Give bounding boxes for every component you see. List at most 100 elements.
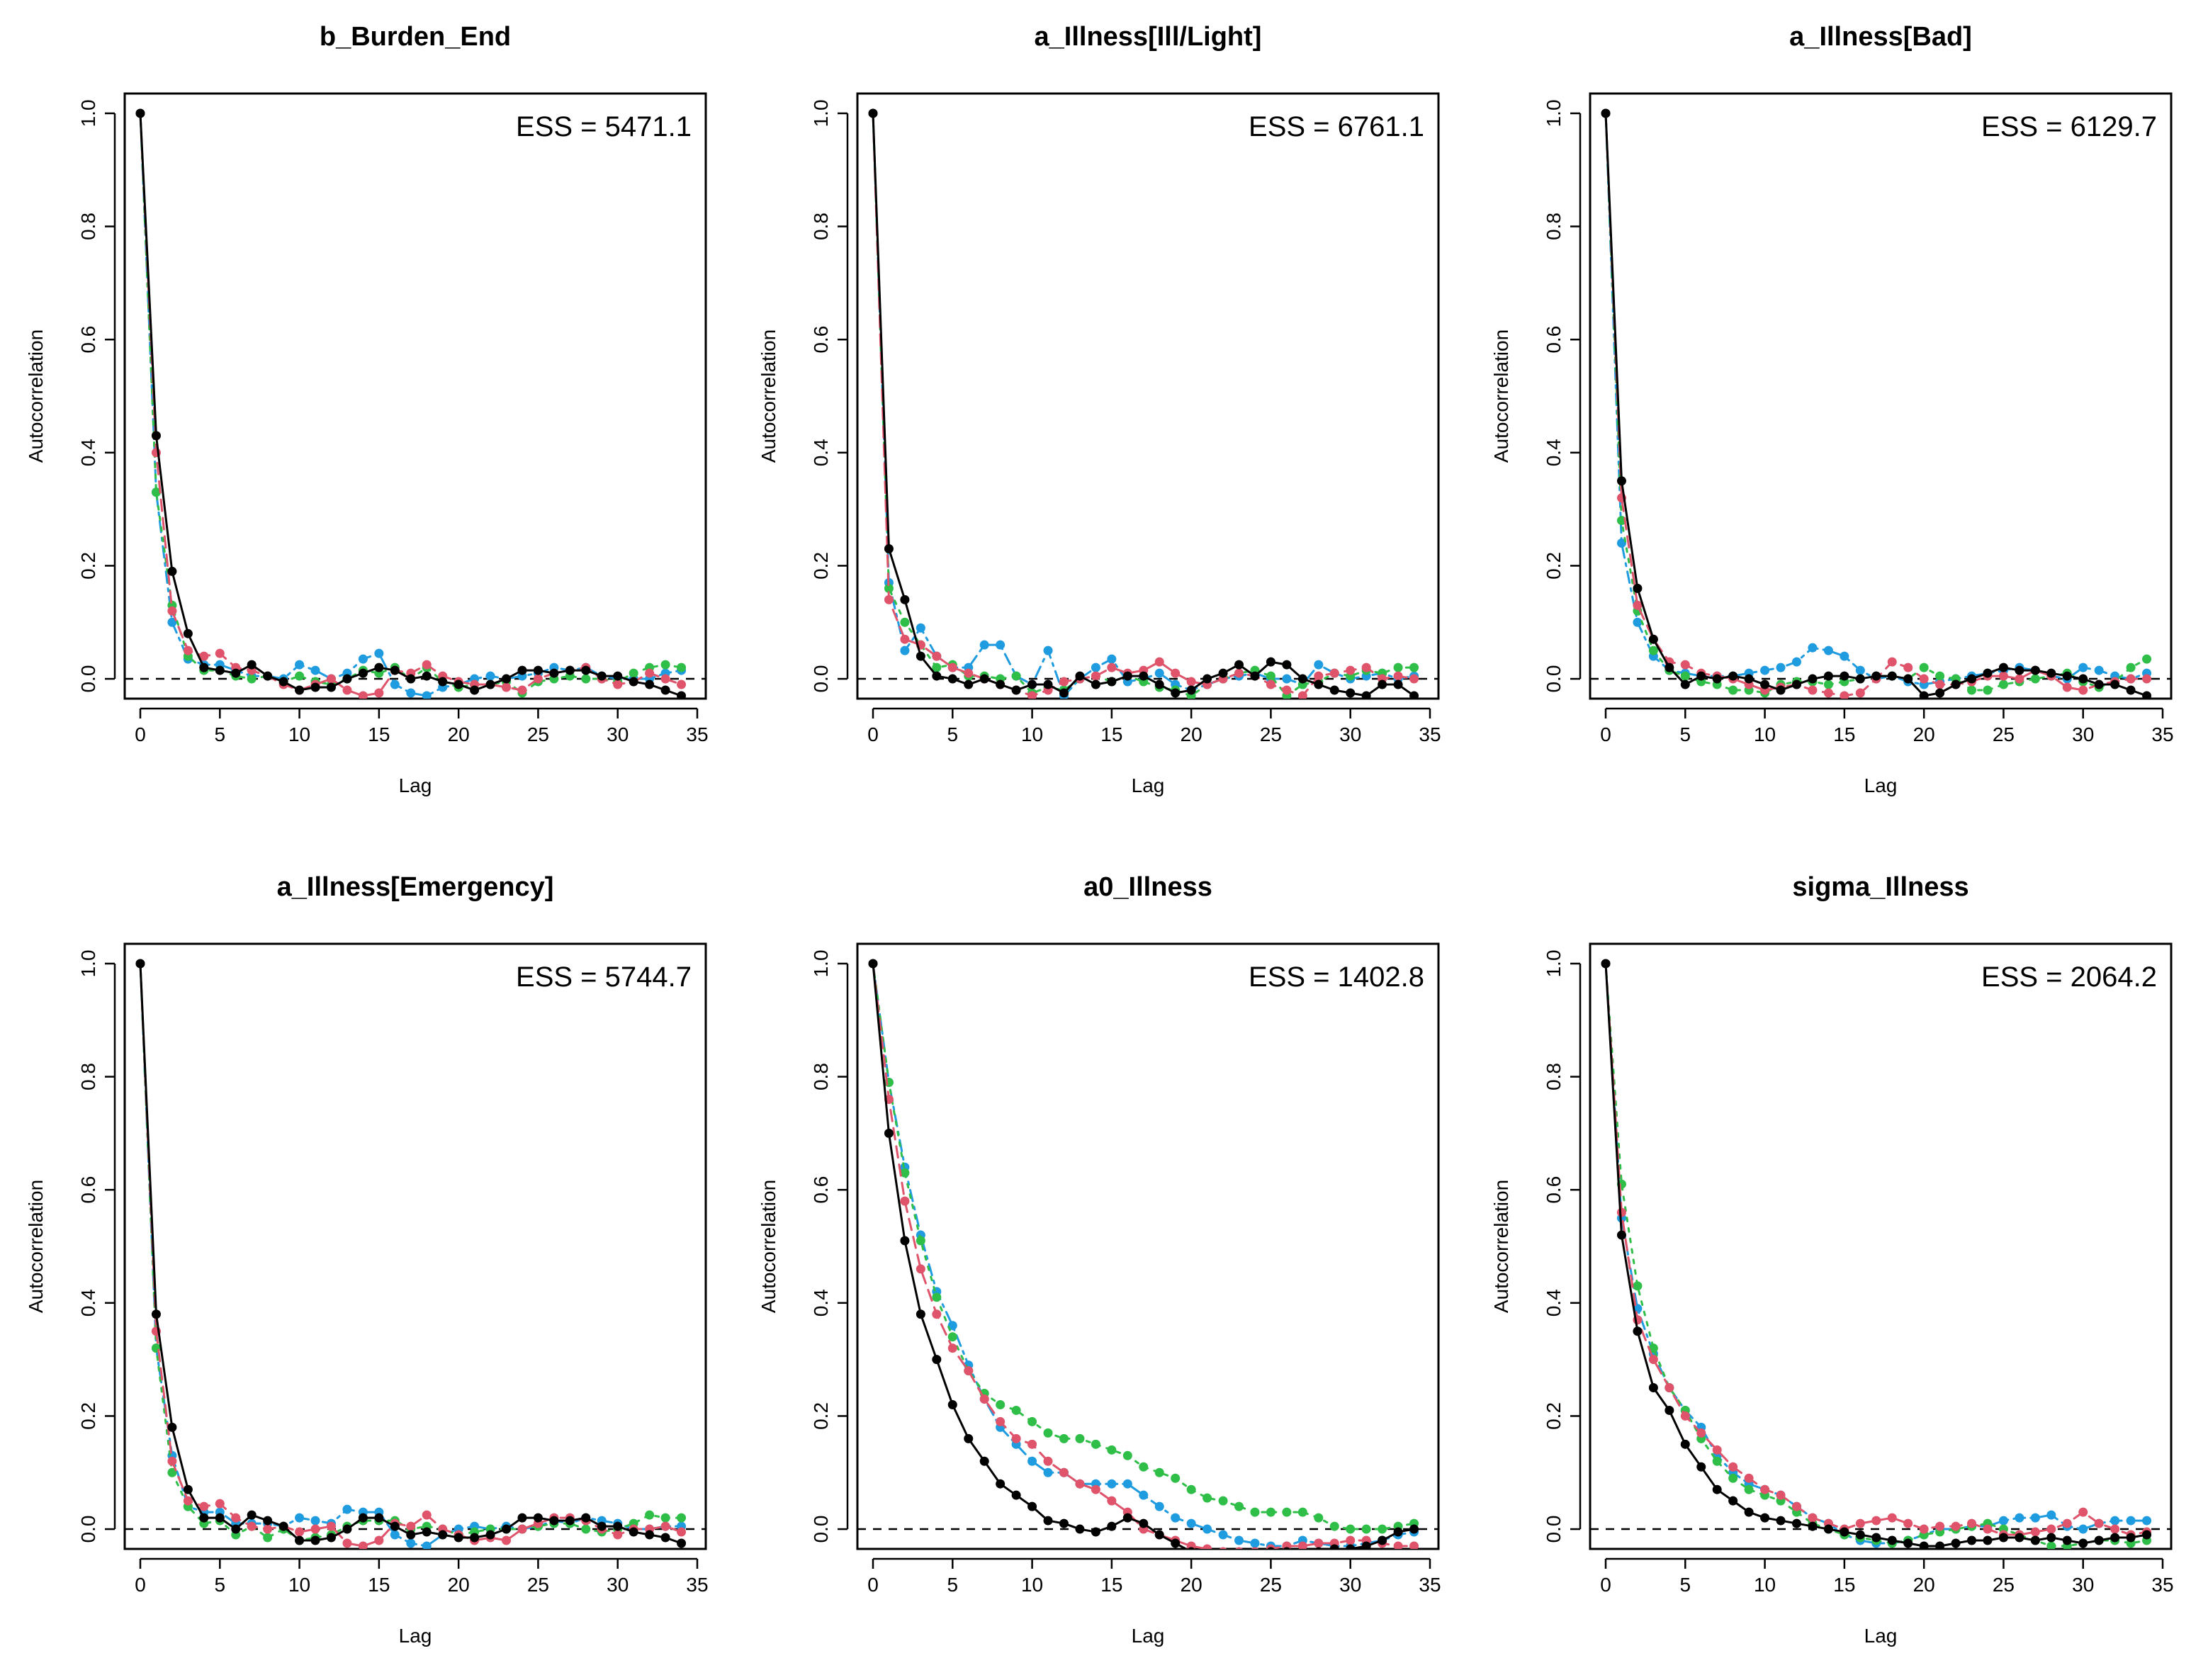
data-point	[2062, 671, 2072, 681]
x-tick-label: 35	[2151, 723, 2173, 745]
data-point	[1234, 668, 1244, 678]
data-point	[454, 680, 463, 689]
panel-title: a0_Illness	[1083, 872, 1212, 902]
data-point	[1728, 1462, 1738, 1472]
data-point	[1043, 645, 1053, 655]
data-point	[1011, 671, 1021, 681]
data-point	[390, 1530, 400, 1540]
y-tick-label: 0.4	[77, 439, 99, 466]
data-point	[1314, 660, 1324, 670]
data-point	[1919, 1524, 1929, 1534]
data-point	[1346, 1535, 1356, 1545]
data-point	[1776, 685, 1786, 695]
data-point	[549, 1516, 559, 1526]
data-point	[1091, 663, 1100, 672]
data-point	[167, 617, 177, 627]
data-point	[183, 1484, 193, 1494]
data-point	[1951, 1538, 1961, 1548]
x-tick-label: 25	[527, 1574, 549, 1596]
data-point	[916, 1236, 925, 1246]
y-tick-label: 0.8	[1543, 1063, 1565, 1090]
data-point	[1139, 1490, 1149, 1500]
data-point	[2142, 1530, 2152, 1540]
data-point	[215, 665, 225, 675]
data-point	[1282, 685, 1292, 695]
data-point	[1728, 685, 1738, 695]
plot-frame	[123, 942, 707, 1550]
data-point	[947, 1321, 957, 1331]
data-point	[1314, 1513, 1324, 1523]
data-point	[1744, 674, 1754, 684]
data-point	[1935, 688, 1945, 698]
data-point	[1665, 663, 1674, 672]
data-point	[947, 1399, 957, 1409]
data-point	[1234, 660, 1244, 670]
series-line	[139, 962, 683, 1545]
y-tick-label: 0.8	[810, 1063, 832, 1090]
data-point	[1202, 674, 1212, 684]
data-point	[1346, 688, 1356, 698]
data-point	[1059, 688, 1069, 698]
data-point	[2078, 1538, 2088, 1548]
y-tick-label: 0.2	[810, 1402, 832, 1430]
data-point	[199, 1501, 209, 1511]
data-point	[2094, 680, 2104, 689]
data-point	[1744, 1473, 1754, 1483]
data-point	[533, 665, 543, 675]
data-point	[1091, 1439, 1100, 1449]
data-point	[1171, 688, 1181, 698]
x-tick-label: 35	[2151, 1574, 2173, 1596]
series-chain3	[868, 959, 1419, 1534]
series-chain1	[135, 108, 687, 699]
plot-frame	[1589, 942, 2173, 1550]
data-point	[979, 1456, 989, 1466]
y-tick-label: 1.0	[1543, 99, 1565, 127]
data-point	[597, 671, 607, 681]
x-tick-label: 20	[448, 1574, 470, 1596]
data-point	[1935, 1521, 1945, 1531]
data-point	[1998, 671, 2008, 681]
data-point	[1154, 1530, 1164, 1540]
data-point	[1329, 1521, 1339, 1531]
x-tick-label: 15	[368, 1574, 390, 1596]
y-axis-label: Autocorrelation	[1490, 1180, 1512, 1313]
data-point	[884, 594, 894, 604]
y-tick-label: 0.0	[77, 665, 99, 693]
x-tick-label: 35	[686, 723, 708, 745]
series-line	[1604, 962, 2148, 1536]
series-line	[1604, 962, 2148, 1545]
x-tick-label: 0	[135, 723, 146, 745]
data-point	[2078, 674, 2088, 684]
y-tick-label: 1.0	[77, 99, 99, 127]
series-line	[872, 112, 1416, 697]
data-point	[374, 1513, 384, 1523]
data-point	[613, 671, 623, 681]
data-point	[1107, 1445, 1117, 1455]
data-point	[1361, 1524, 1371, 1534]
data-point	[1696, 671, 1706, 681]
data-point	[1218, 1530, 1228, 1540]
acf-panel: a_Illness[Bad] 0 5 10 15 20 25 30 35 0.0 0.2 0.4 0.6…	[1490, 22, 2174, 796]
data-point	[1329, 1544, 1339, 1549]
ess-annotation: ESS = 5744.7	[516, 962, 692, 993]
plot-area	[1590, 108, 2171, 699]
data-point	[1075, 1433, 1085, 1443]
plot-area	[857, 108, 1438, 699]
data-point	[1633, 583, 1643, 593]
data-point	[2126, 685, 2136, 695]
data-point	[1188, 1547, 1195, 1549]
data-point	[1361, 691, 1371, 699]
data-point	[1346, 1544, 1356, 1549]
x-tick-label: 5	[947, 1574, 958, 1596]
data-point	[1139, 1462, 1149, 1472]
data-point	[231, 1524, 241, 1534]
y-tick-label: 0.0	[810, 665, 832, 693]
data-point	[295, 1513, 305, 1523]
data-point	[1329, 685, 1339, 695]
data-point	[1808, 1513, 1818, 1523]
x-tick-label: 5	[214, 723, 225, 745]
data-point	[1935, 680, 1945, 689]
data-point	[964, 1433, 974, 1443]
data-point	[1314, 671, 1324, 681]
